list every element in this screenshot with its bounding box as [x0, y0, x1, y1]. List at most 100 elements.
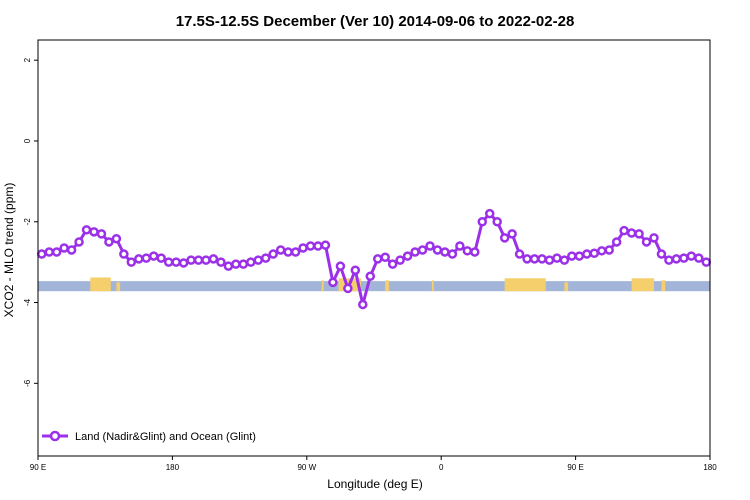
legend: Land (Nadir&Glint) and Ocean (Glint)	[42, 430, 256, 443]
data-point	[507, 229, 517, 239]
data-point	[477, 216, 488, 227]
data-point	[96, 229, 107, 239]
data-point	[432, 245, 443, 255]
data-point	[522, 254, 532, 264]
data-point	[89, 227, 99, 237]
x-tick-label: 90 E	[567, 463, 583, 472]
y-tick-label: -4	[23, 298, 32, 306]
data-point	[671, 254, 682, 264]
data-point	[238, 259, 249, 269]
surface-band	[38, 277, 710, 292]
data-point	[201, 255, 211, 265]
data-point	[343, 283, 353, 294]
data-point	[268, 249, 278, 259]
land-segment	[385, 280, 389, 292]
data-point	[328, 277, 338, 288]
data-point	[656, 249, 667, 259]
data-point	[208, 254, 219, 264]
plot-frame	[37, 39, 711, 457]
data-point	[387, 259, 398, 269]
data-point	[462, 246, 473, 256]
data-point	[567, 251, 577, 261]
data-point	[283, 247, 293, 257]
data-point	[186, 255, 196, 265]
data-point	[611, 237, 622, 247]
data-point	[223, 261, 234, 271]
data-point	[111, 233, 122, 244]
data-point	[193, 255, 204, 265]
data-point	[417, 245, 428, 255]
y-axis: 2 0 -2 -4 -6	[23, 57, 38, 387]
data-point	[410, 247, 420, 257]
data-point	[641, 237, 652, 247]
data-point	[455, 241, 465, 251]
data-point	[574, 251, 585, 261]
land-segment	[631, 278, 654, 292]
land-segment	[504, 278, 546, 292]
data-point	[290, 247, 301, 257]
x-tick-label: 90 W	[297, 463, 316, 472]
data-point	[171, 257, 181, 267]
x-tick-label: 180	[703, 463, 717, 472]
data-point	[447, 249, 458, 259]
land-segment	[90, 277, 111, 292]
x-axis: 90 E 180 90 W 0 90 E 180	[30, 456, 717, 472]
ocean-band	[38, 281, 710, 292]
x-tick-label: 90 E	[30, 463, 46, 472]
data-point	[119, 249, 129, 259]
data-point	[163, 257, 174, 267]
data-point	[231, 259, 241, 269]
data-point	[694, 253, 704, 263]
data-point	[335, 261, 346, 271]
chart-title: 17.5S-12.5S December (Ver 10) 2014-09-06…	[176, 13, 575, 30]
data-point	[514, 249, 525, 259]
data-point	[141, 253, 152, 263]
data-point	[686, 251, 697, 261]
y-axis-label: XCO2 - MLO trend (ppm)	[2, 183, 16, 318]
data-point	[559, 255, 570, 265]
data-point	[679, 253, 689, 263]
data-point	[380, 252, 390, 263]
data-point	[626, 228, 637, 238]
series-layer	[36, 208, 712, 310]
data-point	[425, 241, 435, 251]
data-point	[275, 245, 286, 255]
data-point	[649, 233, 659, 243]
data-point	[395, 255, 405, 265]
land-segment	[431, 280, 434, 292]
data-point	[604, 245, 614, 255]
data-point	[552, 253, 562, 263]
legend-marker-swatch	[49, 430, 61, 442]
data-point	[66, 245, 77, 255]
data-point	[529, 254, 540, 264]
data-point	[134, 254, 144, 264]
data-point	[148, 251, 159, 261]
data-point	[402, 251, 413, 261]
data-point	[701, 257, 712, 267]
land-segment	[661, 280, 666, 292]
data-point	[59, 243, 69, 253]
data-point	[44, 247, 54, 257]
data-point	[81, 225, 92, 235]
data-point	[36, 249, 47, 259]
data-point	[320, 240, 331, 250]
data-point	[589, 248, 600, 259]
data-point	[104, 237, 114, 247]
legend-label: Land (Nadir&Glint) and Ocean (Glint)	[75, 431, 256, 443]
data-point	[178, 258, 189, 268]
data-point	[499, 233, 510, 243]
data-point	[305, 241, 316, 251]
data-point	[51, 247, 62, 257]
data-point	[470, 247, 480, 257]
x-tick-label: 0	[439, 463, 444, 472]
land-segment	[116, 282, 121, 292]
data-point	[634, 229, 644, 239]
data-point	[664, 255, 674, 265]
y-tick-label: -2	[23, 218, 32, 226]
data-point	[253, 255, 264, 265]
y-tick-label: -6	[23, 379, 32, 387]
data-point	[246, 257, 256, 267]
land-segment	[321, 280, 324, 292]
data-point	[619, 225, 629, 236]
